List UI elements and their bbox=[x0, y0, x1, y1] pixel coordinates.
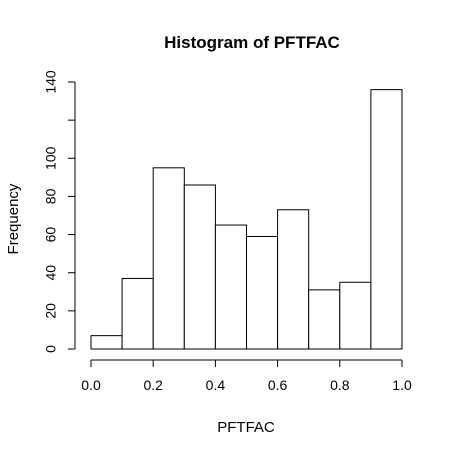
histogram-bar-0 bbox=[90, 335, 123, 350]
chart-title: Histogram of PFTFAC bbox=[164, 33, 340, 52]
y-axis: 0 20 40 60 80 100 140 bbox=[43, 70, 76, 353]
x-tick-label-1: 0.2 bbox=[143, 377, 163, 393]
y-tick-label-2: 40 bbox=[43, 265, 59, 281]
x-axis: 0.0 0.2 0.4 0.6 0.8 1.0 bbox=[81, 359, 412, 393]
histogram-bar-5 bbox=[246, 235, 279, 350]
histogram-bar-6 bbox=[277, 209, 310, 350]
x-tick-label-0: 0.0 bbox=[81, 377, 101, 393]
y-tick-label-1: 20 bbox=[43, 303, 59, 319]
y-axis-label: Frequency bbox=[5, 183, 22, 254]
histogram-bar-9 bbox=[370, 89, 403, 350]
x-axis-label: PFTFAC bbox=[217, 419, 275, 436]
x-tick-label-3: 0.6 bbox=[268, 377, 288, 393]
histogram-bar-2 bbox=[152, 167, 185, 350]
histogram-bar-4 bbox=[214, 224, 247, 350]
x-tick-label-2: 0.4 bbox=[206, 377, 226, 393]
x-tick-label-4: 0.8 bbox=[330, 377, 350, 393]
y-tick-label-3: 60 bbox=[43, 227, 59, 243]
y-tick-label-4: 80 bbox=[43, 188, 59, 204]
y-tick-label-0: 0 bbox=[43, 345, 59, 353]
x-tick-label-5: 1.0 bbox=[392, 377, 412, 393]
histogram-bar-1 bbox=[121, 277, 154, 350]
y-tick-label-7: 140 bbox=[43, 70, 59, 94]
histogram-bar-3 bbox=[183, 184, 216, 350]
y-tick-label-5: 100 bbox=[43, 146, 59, 170]
histogram-bar-8 bbox=[339, 281, 372, 350]
histogram-bar-7 bbox=[308, 289, 341, 350]
bars-group bbox=[90, 89, 403, 350]
